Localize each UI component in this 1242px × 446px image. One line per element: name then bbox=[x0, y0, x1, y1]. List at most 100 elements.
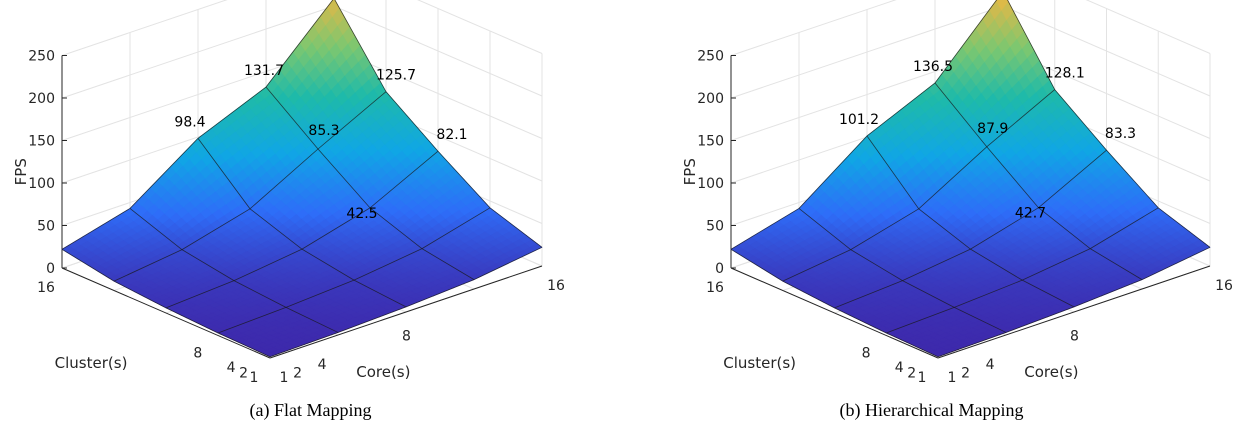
z-tick-label: 200 bbox=[697, 91, 724, 107]
mesh-line-core bbox=[129, 208, 339, 333]
axes bbox=[61, 55, 543, 359]
cluster-axis-label: Cluster(s) bbox=[723, 354, 796, 372]
surface-cell bbox=[1038, 149, 1159, 250]
surface-cell bbox=[934, 0, 1056, 148]
core-axis-line bbox=[269, 265, 543, 359]
cluster-ticks: 124 8 16 bbox=[706, 280, 926, 386]
surface-cell bbox=[833, 280, 955, 334]
caption-hierarchical: (b) Hierarchical Mapping bbox=[839, 400, 1024, 420]
core-tick-label: 4 bbox=[318, 357, 327, 373]
mesh-line-core bbox=[866, 135, 1075, 308]
surface-facet bbox=[326, 0, 340, 17]
data-label: 125.7 bbox=[376, 68, 416, 84]
axes bbox=[730, 55, 1211, 359]
surface-cell bbox=[369, 150, 491, 250]
mesh-line-core bbox=[265, 86, 475, 280]
z-ticks: 0 50 100 150 200 250 bbox=[697, 49, 736, 277]
z-tick-label: 50 bbox=[37, 219, 55, 235]
z-gridline bbox=[61, 0, 543, 56]
z-tick-label: 250 bbox=[697, 49, 724, 65]
z-axis-label: FPS bbox=[12, 158, 30, 185]
cluster-tick-label: 1 bbox=[250, 370, 259, 386]
cluster-tick-label: 16 bbox=[706, 280, 724, 296]
data-label: 136.5 bbox=[913, 59, 953, 75]
z-tick-label: 100 bbox=[28, 176, 55, 192]
z-tick-label: 100 bbox=[697, 176, 724, 192]
mesh-line-core bbox=[934, 82, 1143, 280]
caption-flat: (a) Flat Mapping bbox=[249, 400, 372, 420]
core-tick-label: 4 bbox=[986, 357, 995, 373]
z-tick-label: 250 bbox=[28, 49, 55, 65]
surface-cell bbox=[885, 307, 1007, 358]
core-tick-label: 16 bbox=[547, 278, 565, 294]
mesh-line-core bbox=[197, 138, 407, 308]
data-label: 87.9 bbox=[977, 121, 1008, 137]
cluster-tick-label: 4 bbox=[227, 360, 236, 376]
mesh-line-core bbox=[798, 208, 1007, 333]
cluster-axis-label: Cluster(s) bbox=[55, 354, 128, 372]
mesh-line-core bbox=[334, 0, 543, 248]
z-tick-label: 50 bbox=[706, 219, 724, 235]
data-label: 131.7 bbox=[244, 63, 284, 79]
surface-cell bbox=[113, 249, 235, 309]
surface-cell bbox=[233, 248, 355, 308]
surface bbox=[730, 0, 1211, 358]
z-tick-label: 150 bbox=[697, 134, 724, 150]
surface-cell bbox=[129, 137, 251, 251]
surface-cell bbox=[1021, 248, 1143, 308]
core-tick-label: 1 bbox=[948, 370, 957, 386]
core-tick-label: 1 bbox=[280, 370, 289, 386]
core-tick-label: 16 bbox=[1215, 278, 1233, 294]
surface-cell bbox=[1089, 207, 1211, 280]
surface-cell bbox=[850, 208, 972, 281]
surface-mesh bbox=[730, 0, 1211, 358]
surface-cell bbox=[165, 280, 287, 334]
chart-panel-hierarchical: 0 50 100 150 200 250 FPS 1 2 4 8 16 Cluster(s) 1 2 4 8 16… bbox=[621, 0, 1242, 446]
cluster-tick-label: 8 bbox=[193, 346, 202, 362]
cluster-tick-label: 2 bbox=[239, 366, 248, 382]
data-label: 42.5 bbox=[346, 206, 377, 222]
surface-cell bbox=[181, 208, 303, 281]
z-tick-label: 150 bbox=[28, 134, 55, 150]
mesh-line-core bbox=[61, 248, 271, 358]
surface-mesh bbox=[61, 0, 543, 358]
surface-cell bbox=[61, 208, 183, 282]
core-ticks: 1 24 8 16 bbox=[948, 278, 1233, 386]
z-tick-label: 0 bbox=[46, 261, 55, 277]
chart-panel-flat: 0 50 100 150 200 250 FPS 1 2 4 8 16 Cluster(s) 1 2 4 8 16… bbox=[12, 0, 565, 420]
core-tick-label: 2 bbox=[961, 365, 970, 381]
cluster-tick-label: 2 bbox=[907, 366, 916, 382]
data-label: 98.4 bbox=[174, 114, 205, 130]
cluster-axis-line bbox=[730, 267, 939, 359]
cluster-tick-label: 1 bbox=[918, 370, 927, 386]
core-ticks: 1 24 8 16 bbox=[280, 278, 565, 386]
z-axis-label: FPS bbox=[681, 158, 699, 185]
mesh-line-core bbox=[730, 248, 939, 358]
z-tick-label: 200 bbox=[28, 91, 55, 107]
core-axis-label: Core(s) bbox=[1024, 363, 1078, 381]
surface-cell bbox=[285, 279, 407, 333]
data-label: 82.1 bbox=[436, 127, 467, 143]
core-tick-label: 8 bbox=[1070, 329, 1079, 345]
surface-cell bbox=[217, 307, 339, 358]
surface-cell bbox=[798, 135, 920, 251]
z-ticks: 0 50 100 150 200 250 bbox=[28, 49, 67, 277]
core-tick-label: 8 bbox=[402, 329, 411, 345]
data-label: 83.3 bbox=[1105, 126, 1136, 142]
surface-cell bbox=[986, 89, 1107, 209]
cluster-tick-label: 16 bbox=[37, 280, 55, 296]
surface-cell bbox=[918, 146, 1039, 250]
data-label: 128.1 bbox=[1045, 66, 1085, 82]
data-label: 42.7 bbox=[1015, 206, 1046, 222]
surface-cell bbox=[301, 207, 423, 281]
data-label: 85.3 bbox=[308, 123, 339, 139]
cluster-ticks: 124 8 16 bbox=[37, 280, 258, 386]
cluster-tick-label: 8 bbox=[862, 346, 871, 362]
cluster-tick-label: 4 bbox=[895, 360, 904, 376]
mesh-line-core bbox=[1007, 0, 1211, 248]
